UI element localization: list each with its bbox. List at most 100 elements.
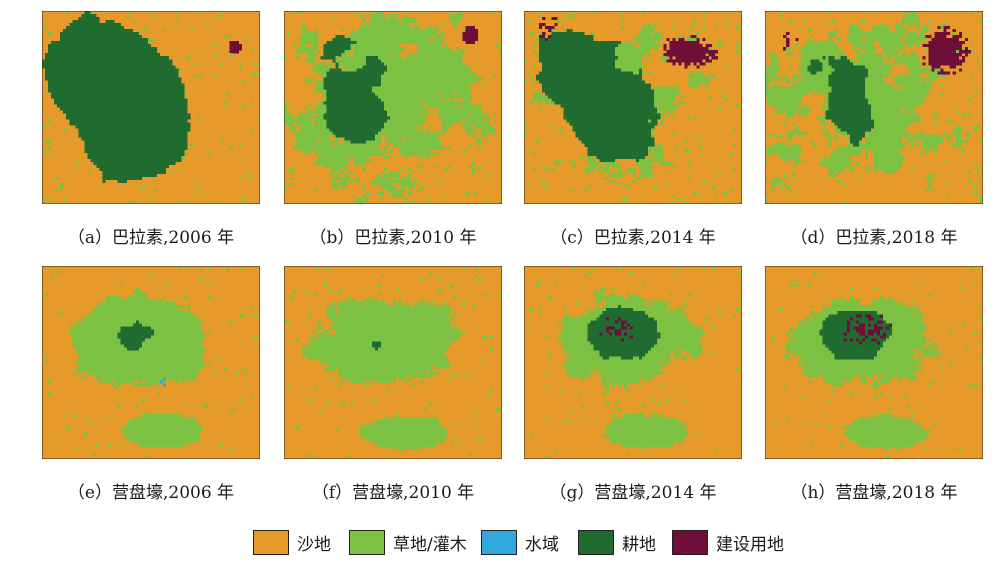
raster-cell-grass bbox=[738, 71, 742, 75]
raster-cell-grass bbox=[940, 92, 944, 96]
raster-cell-grass bbox=[377, 347, 448, 351]
raster-cell-grass bbox=[45, 140, 52, 144]
raster-cell-grass bbox=[492, 119, 497, 123]
raster-cell-grass bbox=[420, 155, 424, 159]
raster-cell-grass bbox=[928, 383, 932, 387]
raster-cell-grass bbox=[620, 68, 640, 72]
raster-cell-grass bbox=[870, 149, 899, 153]
raster-cell-grass bbox=[380, 83, 469, 87]
raster-cell-grass bbox=[374, 92, 439, 96]
raster-cell-grass bbox=[855, 56, 884, 60]
raster-cell-grass bbox=[810, 311, 817, 315]
raster-cell-grass bbox=[90, 452, 97, 457]
raster-cell-grass bbox=[765, 74, 778, 78]
raster-cell-grass bbox=[798, 110, 811, 114]
raster-cell-grass bbox=[393, 194, 406, 199]
raster-cell-grass bbox=[208, 329, 212, 333]
raster-cell-grass bbox=[690, 26, 694, 30]
raster-cell-grass bbox=[477, 437, 481, 441]
raster-cell-grass bbox=[468, 452, 472, 457]
raster-cell-grass bbox=[141, 185, 146, 189]
raster-cell-grass bbox=[795, 350, 832, 354]
raster-cell-grass bbox=[874, 119, 923, 123]
raster-cell-grass bbox=[605, 428, 688, 432]
raster-cell-grass bbox=[135, 404, 139, 408]
raster-cell-grass bbox=[344, 50, 351, 54]
raster-cell-grass bbox=[916, 281, 920, 285]
raster-cell-grass bbox=[976, 173, 981, 177]
raster-cell-grass bbox=[405, 14, 409, 18]
raster-cell-built bbox=[846, 326, 850, 330]
raster-cell-farm bbox=[335, 35, 345, 39]
raster-cell-farm bbox=[587, 338, 621, 342]
raster-cell-grass bbox=[642, 26, 655, 30]
raster-cell-grass bbox=[389, 170, 400, 174]
raster-cell-grass bbox=[864, 140, 902, 144]
raster-cell-grass bbox=[880, 347, 914, 351]
raster-cell-farm bbox=[551, 35, 594, 39]
raster-cell-grass bbox=[492, 74, 497, 78]
raster-cell-grass bbox=[901, 17, 920, 21]
raster-cell-grass bbox=[895, 29, 908, 33]
raster-cell-built bbox=[684, 65, 688, 69]
raster-cell-built bbox=[229, 50, 239, 54]
raster-cell-grass bbox=[910, 50, 914, 54]
raster-cell-built bbox=[943, 29, 947, 33]
raster-cell-grass bbox=[907, 137, 944, 141]
raster-cell-grass bbox=[220, 14, 224, 18]
raster-cell-built bbox=[666, 50, 718, 54]
raster-cell-farm bbox=[858, 320, 878, 324]
raster-cell-grass bbox=[380, 77, 484, 81]
raster-cell-grass bbox=[205, 23, 209, 27]
raster-cell-grass bbox=[642, 446, 646, 451]
raster-cell-farm bbox=[105, 20, 115, 24]
raster-cell-grass bbox=[314, 119, 327, 123]
raster-cell-grass bbox=[916, 347, 932, 351]
raster-cell-grass bbox=[870, 113, 914, 117]
raster-cell-grass bbox=[861, 380, 869, 384]
raster-cell-grass bbox=[699, 194, 703, 199]
raster-cell-grass bbox=[970, 11, 974, 15]
raster-cell-farm bbox=[117, 332, 155, 336]
raster-cell-built bbox=[684, 62, 691, 66]
raster-cell-grass bbox=[976, 341, 981, 345]
raster-cell-grass bbox=[774, 143, 787, 147]
raster-cell-built bbox=[542, 32, 546, 36]
raster-cell-grass bbox=[849, 23, 853, 27]
raster-cell-grass bbox=[786, 185, 790, 189]
raster-cell-grass bbox=[889, 395, 893, 399]
raster-cell-grass bbox=[849, 392, 853, 396]
raster-cell-grass bbox=[48, 119, 52, 123]
raster-cell-farm bbox=[639, 71, 643, 75]
raster-cell-grass bbox=[450, 287, 454, 291]
raster-cell-water bbox=[160, 380, 164, 384]
raster-cell-grass bbox=[359, 26, 412, 30]
raster-cell-grass bbox=[72, 371, 76, 375]
raster-cell-grass bbox=[405, 56, 463, 60]
raster-cell-farm bbox=[880, 329, 893, 333]
raster-cell-grass bbox=[780, 185, 784, 189]
panel-caption-c: （c）巴拉素,2014 年 bbox=[550, 228, 716, 248]
raster-cell-grass bbox=[651, 347, 679, 351]
raster-cell-grass bbox=[250, 305, 255, 309]
raster-cell-grass bbox=[338, 371, 427, 375]
raster-cell-grass bbox=[642, 11, 646, 15]
raster-cell-grass bbox=[308, 356, 448, 360]
raster-cell-grass bbox=[849, 296, 853, 300]
raster-cell-grass bbox=[768, 152, 775, 156]
panel-caption-a: （a）巴拉素,2006 年 bbox=[67, 228, 235, 248]
raster-cell-built bbox=[542, 17, 546, 21]
raster-cell-grass bbox=[934, 110, 938, 114]
raster-cell-grass bbox=[383, 107, 427, 111]
raster-cell-grass bbox=[678, 440, 682, 444]
raster-cell-grass bbox=[380, 341, 451, 345]
raster-cell-grass bbox=[973, 185, 978, 189]
raster-cell-grass bbox=[874, 380, 878, 384]
raster-cell-grass bbox=[356, 179, 360, 183]
raster-cell-grass bbox=[852, 419, 914, 423]
raster-cell-grass bbox=[305, 107, 309, 111]
raster-cell-grass bbox=[453, 23, 457, 27]
raster-cell-grass bbox=[654, 32, 661, 36]
raster-cell-grass bbox=[654, 92, 682, 96]
raster-cell-grass bbox=[735, 26, 740, 30]
